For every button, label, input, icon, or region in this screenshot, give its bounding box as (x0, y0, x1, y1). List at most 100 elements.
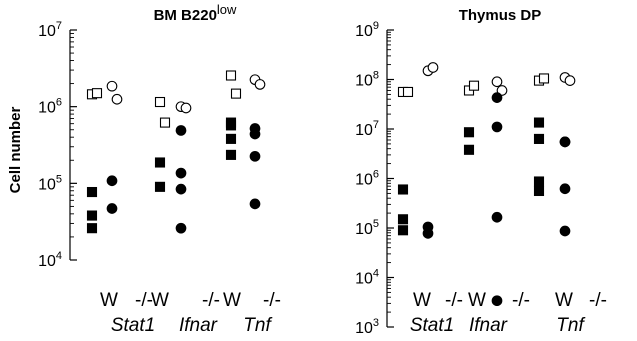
data-point-ifnar-wt-open (154, 96, 166, 108)
data-point-tnf-ko-open (564, 75, 576, 86)
data-point-ifnar-wt-filled (463, 144, 475, 155)
chart-title: BM B220low (154, 2, 237, 24)
data-point-tnf-wt-filled (225, 149, 237, 160)
y-tick-label: 107 (355, 119, 379, 139)
y-tick-exponent: 7 (373, 119, 379, 131)
data-point-tnf-ko-open (254, 79, 266, 90)
data-point-ifnar-ko-open (180, 102, 192, 114)
data-point-stat1-ko-filled (422, 227, 434, 239)
data-point-stat1-wt-open (91, 88, 103, 99)
data-point-stat1-ko-open (427, 62, 439, 73)
y-tick-label: 106 (38, 97, 62, 117)
data-point-tnf-wt-open (230, 88, 242, 99)
x-group-label-tnf: Tnf (556, 315, 585, 336)
y-tick-label: 104 (38, 250, 62, 270)
y-tick-exponent: 4 (56, 250, 62, 262)
x-genotype-label-wt: W (151, 290, 169, 311)
y-axis-label: Cell number (7, 106, 24, 193)
data-point-ifnar-ko-filled (175, 222, 187, 234)
y-tick-exponent: 8 (373, 70, 379, 82)
data-point-stat1-wt-open (402, 86, 414, 98)
data-point-tnf-ko-filled (249, 128, 261, 140)
x-genotype-label-wt: W (468, 290, 486, 311)
x-genotype-label-ko: -/- (135, 290, 153, 311)
data-point-tnf-ko-filled (559, 225, 571, 237)
y-tick-exponent: 6 (56, 97, 62, 109)
y-tick-label: 105 (38, 173, 62, 193)
x-genotype-label-ko: -/- (445, 290, 463, 311)
data-point-ifnar-wt-filled (463, 127, 475, 138)
y-tick-base: 10 (355, 73, 373, 90)
x-genotype-label-wt: W (223, 290, 241, 311)
data-point-stat1-wt-filled (86, 186, 98, 198)
y-tick-label: 104 (355, 268, 379, 288)
data-point-ifnar-ko-filled (491, 121, 503, 133)
y-tick-exponent: 5 (373, 218, 379, 230)
data-point-stat1-ko-filled (106, 175, 118, 187)
y-tick-base: 10 (355, 23, 373, 40)
y-tick-base: 10 (38, 176, 56, 193)
x-genotype-label-wt: W (100, 290, 118, 311)
y-tick-label: 106 (355, 169, 379, 189)
x-genotype-label-wt: W (555, 290, 573, 311)
x-group-label-ifnar: Ifnar (469, 315, 508, 336)
data-point-ifnar-wt-open (159, 117, 171, 128)
data-point-tnf-wt-filled (533, 117, 545, 128)
data-point-tnf-ko-filled (559, 183, 571, 195)
data-point-tnf-wt-open (225, 70, 237, 81)
data-point-stat1-wt-filled (397, 214, 409, 225)
chart-title: Thymus DP (459, 7, 542, 24)
chart-title-text: BM B220 (154, 7, 217, 24)
y-tick-base: 10 (355, 122, 373, 139)
y-tick-exponent: 9 (373, 20, 379, 32)
data-point-tnf-ko-filled (249, 150, 261, 162)
y-tick-label: 107 (38, 20, 62, 40)
data-point-tnf-wt-open (538, 73, 550, 84)
data-point-ifnar-ko-open (491, 76, 503, 88)
y-tick-base: 10 (355, 221, 373, 238)
data-point-tnf-ko-filled (249, 198, 261, 210)
x-genotype-label-ko: -/- (512, 290, 530, 311)
data-point-ifnar-wt-filled (154, 157, 166, 168)
data-point-tnf-wt-filled (533, 133, 545, 144)
y-tick-base: 10 (38, 253, 56, 270)
x-group-label-ifnar: Ifnar (179, 315, 218, 336)
data-point-stat1-ko-open (106, 80, 118, 92)
data-point-ifnar-ko-filled (491, 92, 503, 103)
y-tick-exponent: 5 (56, 173, 62, 185)
data-point-ifnar-ko-filled (175, 125, 187, 136)
y-tick-base: 10 (355, 172, 373, 189)
y-tick-base: 10 (38, 23, 56, 40)
x-group-label-stat1: Stat1 (111, 315, 155, 336)
x-genotype-label-ko: -/- (589, 290, 607, 311)
x-genotype-label-wt: W (413, 290, 431, 311)
y-tick-label: 103 (355, 317, 379, 337)
x-group-label-tnf: Tnf (243, 315, 272, 336)
data-point-stat1-wt-filled (86, 210, 98, 221)
y-tick-base: 10 (355, 320, 373, 337)
data-point-stat1-wt-filled (397, 184, 409, 195)
data-point-ifnar-wt-filled (154, 181, 166, 192)
data-point-stat1-wt-filled (86, 223, 98, 234)
y-tick-label: 109 (355, 20, 379, 40)
x-genotype-label-ko: -/- (202, 290, 220, 311)
data-point-ifnar-wt-open (468, 80, 480, 91)
y-tick-base: 10 (355, 271, 373, 288)
y-tick-exponent: 4 (373, 268, 379, 280)
y-tick-label: 108 (355, 70, 379, 90)
chart-title-superscript: low (217, 2, 237, 17)
y-tick-label: 105 (355, 218, 379, 238)
data-point-stat1-wt-filled (397, 225, 409, 236)
y-tick-base: 10 (38, 100, 56, 117)
chart-title-text: Thymus DP (459, 7, 542, 24)
data-point-stat1-ko-filled (106, 203, 118, 214)
data-point-ifnar-ko-filled (491, 295, 503, 307)
data-point-tnf-wt-filled (225, 133, 237, 144)
data-point-stat1-ko-open (111, 93, 123, 105)
data-point-ifnar-ko-open (496, 85, 508, 96)
data-point-tnf-ko-filled (559, 136, 571, 148)
y-tick-exponent: 7 (56, 20, 62, 32)
